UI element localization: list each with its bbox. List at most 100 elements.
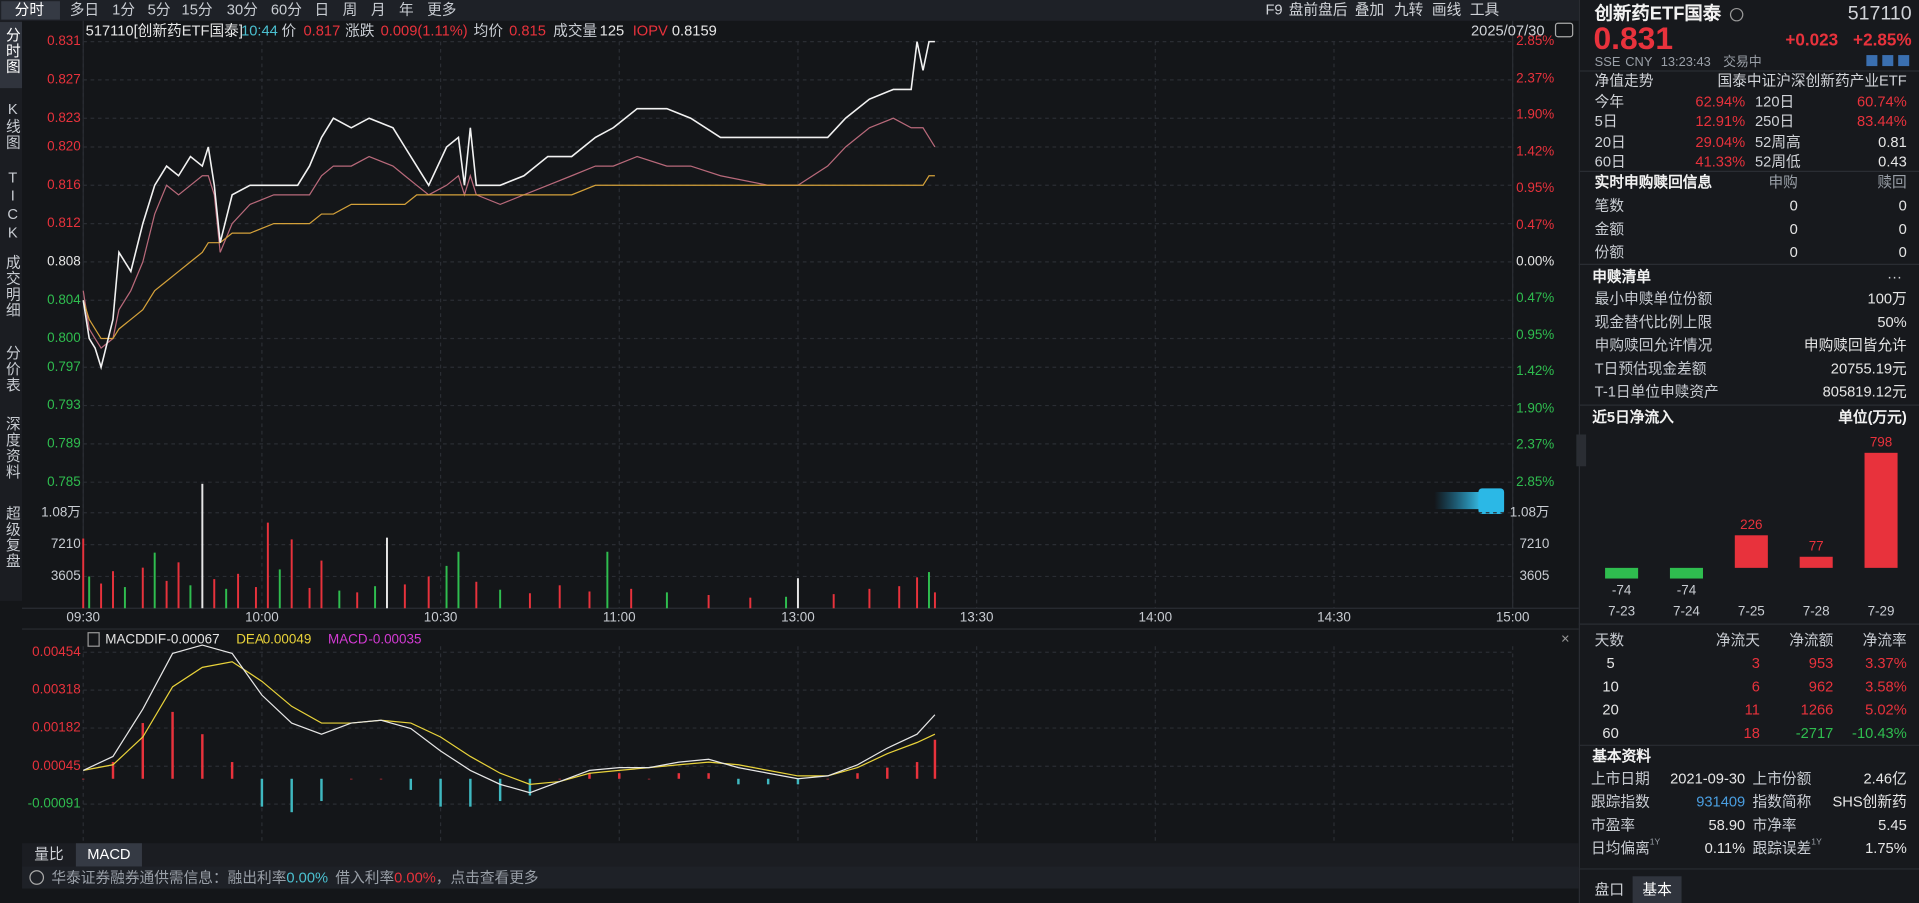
volume-bar <box>141 567 144 609</box>
volume-bar <box>153 552 156 609</box>
grid-icon[interactable] <box>1898 55 1910 67</box>
toolbar-tab[interactable]: 周 <box>342 1 358 19</box>
info-value: 0.8159 <box>671 21 717 39</box>
row-value: 805819.12元 <box>1822 382 1907 400</box>
macd-bar <box>290 778 293 813</box>
toolbar-tool[interactable]: F9 <box>1265 1 1283 19</box>
more-button[interactable]: ··· <box>1887 267 1902 285</box>
toolbar-tab[interactable]: 年 <box>398 1 414 19</box>
row-label: 市净率 <box>1752 816 1797 834</box>
close-button[interactable]: × <box>1561 630 1570 648</box>
volume-bar <box>499 589 502 609</box>
notice-icon <box>29 870 45 885</box>
column-header: 净流率 <box>1862 631 1907 649</box>
volume-tick-label: 1.08万 <box>1510 504 1550 519</box>
flow-category: 7-23 <box>1608 603 1635 618</box>
flow-cell: 953 <box>1808 654 1834 672</box>
notice-part: 华泰证券融券通供需信息：融出利率 <box>51 868 287 887</box>
section-title: 基本资料 <box>1592 747 1651 765</box>
toolbar-tab[interactable]: 更多 <box>427 1 457 19</box>
volume-bar <box>189 585 192 609</box>
panel-tab[interactable]: 基本 <box>1642 880 1672 899</box>
flow-cell: 5.02% <box>1865 701 1907 719</box>
y2-tick-label: 2.37% <box>1516 437 1554 452</box>
row-label: 金额 <box>1594 220 1625 238</box>
sidebar-item[interactable]: 分价表 <box>4 344 22 393</box>
bottom-tab[interactable]: 量比 <box>34 845 64 863</box>
toolbar-tab[interactable]: 60分 <box>270 1 302 19</box>
toolbar-tab[interactable]: 1分 <box>112 1 136 19</box>
sidebar-item[interactable]: TICK <box>4 168 22 243</box>
nav-value: 41.33% <box>1695 153 1746 171</box>
price-line <box>82 175 935 340</box>
section-title: 净值走势 <box>1594 71 1654 90</box>
toolbar-tab[interactable]: 5分 <box>147 1 171 19</box>
row-value: 50% <box>1877 313 1907 331</box>
wp-icon[interactable] <box>1554 22 1574 38</box>
volume-tick-label: 7210 <box>1519 536 1549 551</box>
volume-bar <box>749 597 752 609</box>
float-widget[interactable] <box>1478 488 1505 515</box>
info-value: 125 <box>599 21 625 39</box>
macd-tick-label: 0.00454 <box>32 644 81 659</box>
nav-label: 52周高 <box>1755 133 1801 151</box>
toolbar-tab[interactable]: 30分 <box>226 1 258 19</box>
symbol: 517110[创新药ETF国泰] <box>85 21 243 39</box>
edit-icon[interactable] <box>1866 55 1878 67</box>
sidebar-item[interactable]: K线图 <box>4 100 22 151</box>
bottom-tabbar <box>22 843 1579 867</box>
flow-value-label: -74 <box>1612 582 1632 597</box>
toolbar-tool[interactable]: 叠加 <box>1354 1 1385 19</box>
sidebar-item[interactable]: 分时图 <box>4 26 22 75</box>
flow-value-label: 226 <box>1740 517 1762 532</box>
nav-value: 60.74% <box>1856 92 1907 110</box>
toolbar-tab[interactable]: 月 <box>370 1 386 19</box>
bottom-tab[interactable]: MACD <box>87 845 131 863</box>
toolbar-tab[interactable]: 多日 <box>69 1 100 19</box>
y2-tick-label: 0.00% <box>1516 253 1554 268</box>
notice[interactable]: 华泰证券融券通供需信息：融出利率0.00% 借入利率0.00%，点击查看更多 <box>51 869 538 886</box>
add-icon[interactable] <box>1882 55 1894 67</box>
volume-bar <box>528 593 531 609</box>
info-icon[interactable] <box>1729 7 1744 22</box>
info-time: 10:44 <box>241 21 278 39</box>
toolbar-tool[interactable]: 九转 <box>1393 1 1424 19</box>
section-title: 近5日净流入 <box>1592 408 1674 426</box>
notice-part: ，点击查看更多 <box>435 868 539 887</box>
toolbar-tool[interactable]: 画线 <box>1431 1 1462 19</box>
quote-status: 交易中 <box>1723 54 1762 70</box>
row-label: 最小申赎单位份额 <box>1594 289 1713 307</box>
y-tick-label: 0.785 <box>47 474 81 489</box>
sidebar-item[interactable]: 成交明细 <box>4 254 22 318</box>
superscript: 1Y <box>1811 838 1822 847</box>
row-label: 跟踪误差 <box>1752 839 1812 857</box>
volume-bar <box>123 587 126 609</box>
macd-bar <box>469 778 472 807</box>
macd-bar <box>439 778 442 807</box>
volume-bar <box>606 551 609 609</box>
toolbar-tool[interactable]: 盘前盘后 <box>1288 1 1348 19</box>
y-tick-label: 0.800 <box>47 330 81 345</box>
help-icon[interactable] <box>87 632 100 647</box>
sidebar-item[interactable]: 深度资料 <box>4 415 22 480</box>
toolbar-tab[interactable]: 分时 <box>14 1 45 19</box>
volume-bar <box>457 551 460 609</box>
macd-bar <box>766 778 770 785</box>
info-label: 价 <box>281 21 297 39</box>
flow-cell: 10 <box>1602 677 1619 695</box>
volume-bar <box>785 596 788 609</box>
flow-cell: 6 <box>1751 677 1760 695</box>
volume-bar <box>630 588 633 609</box>
macd-bar <box>737 778 740 785</box>
panel-tab[interactable]: 盘口 <box>1594 880 1625 899</box>
macd-bar <box>933 739 937 779</box>
toolbar-tab[interactable]: 15分 <box>181 1 213 19</box>
toolbar-tool[interactable]: 工具 <box>1469 1 1500 19</box>
row-value: 5.45 <box>1878 816 1907 834</box>
macd-bar <box>171 711 174 779</box>
macd-bar <box>915 762 919 779</box>
collapse-handle[interactable] <box>1576 434 1587 467</box>
sidebar-item[interactable]: 超级复盘 <box>4 505 22 569</box>
toolbar-tab[interactable]: 日 <box>314 1 330 19</box>
volume-bar <box>356 592 359 609</box>
